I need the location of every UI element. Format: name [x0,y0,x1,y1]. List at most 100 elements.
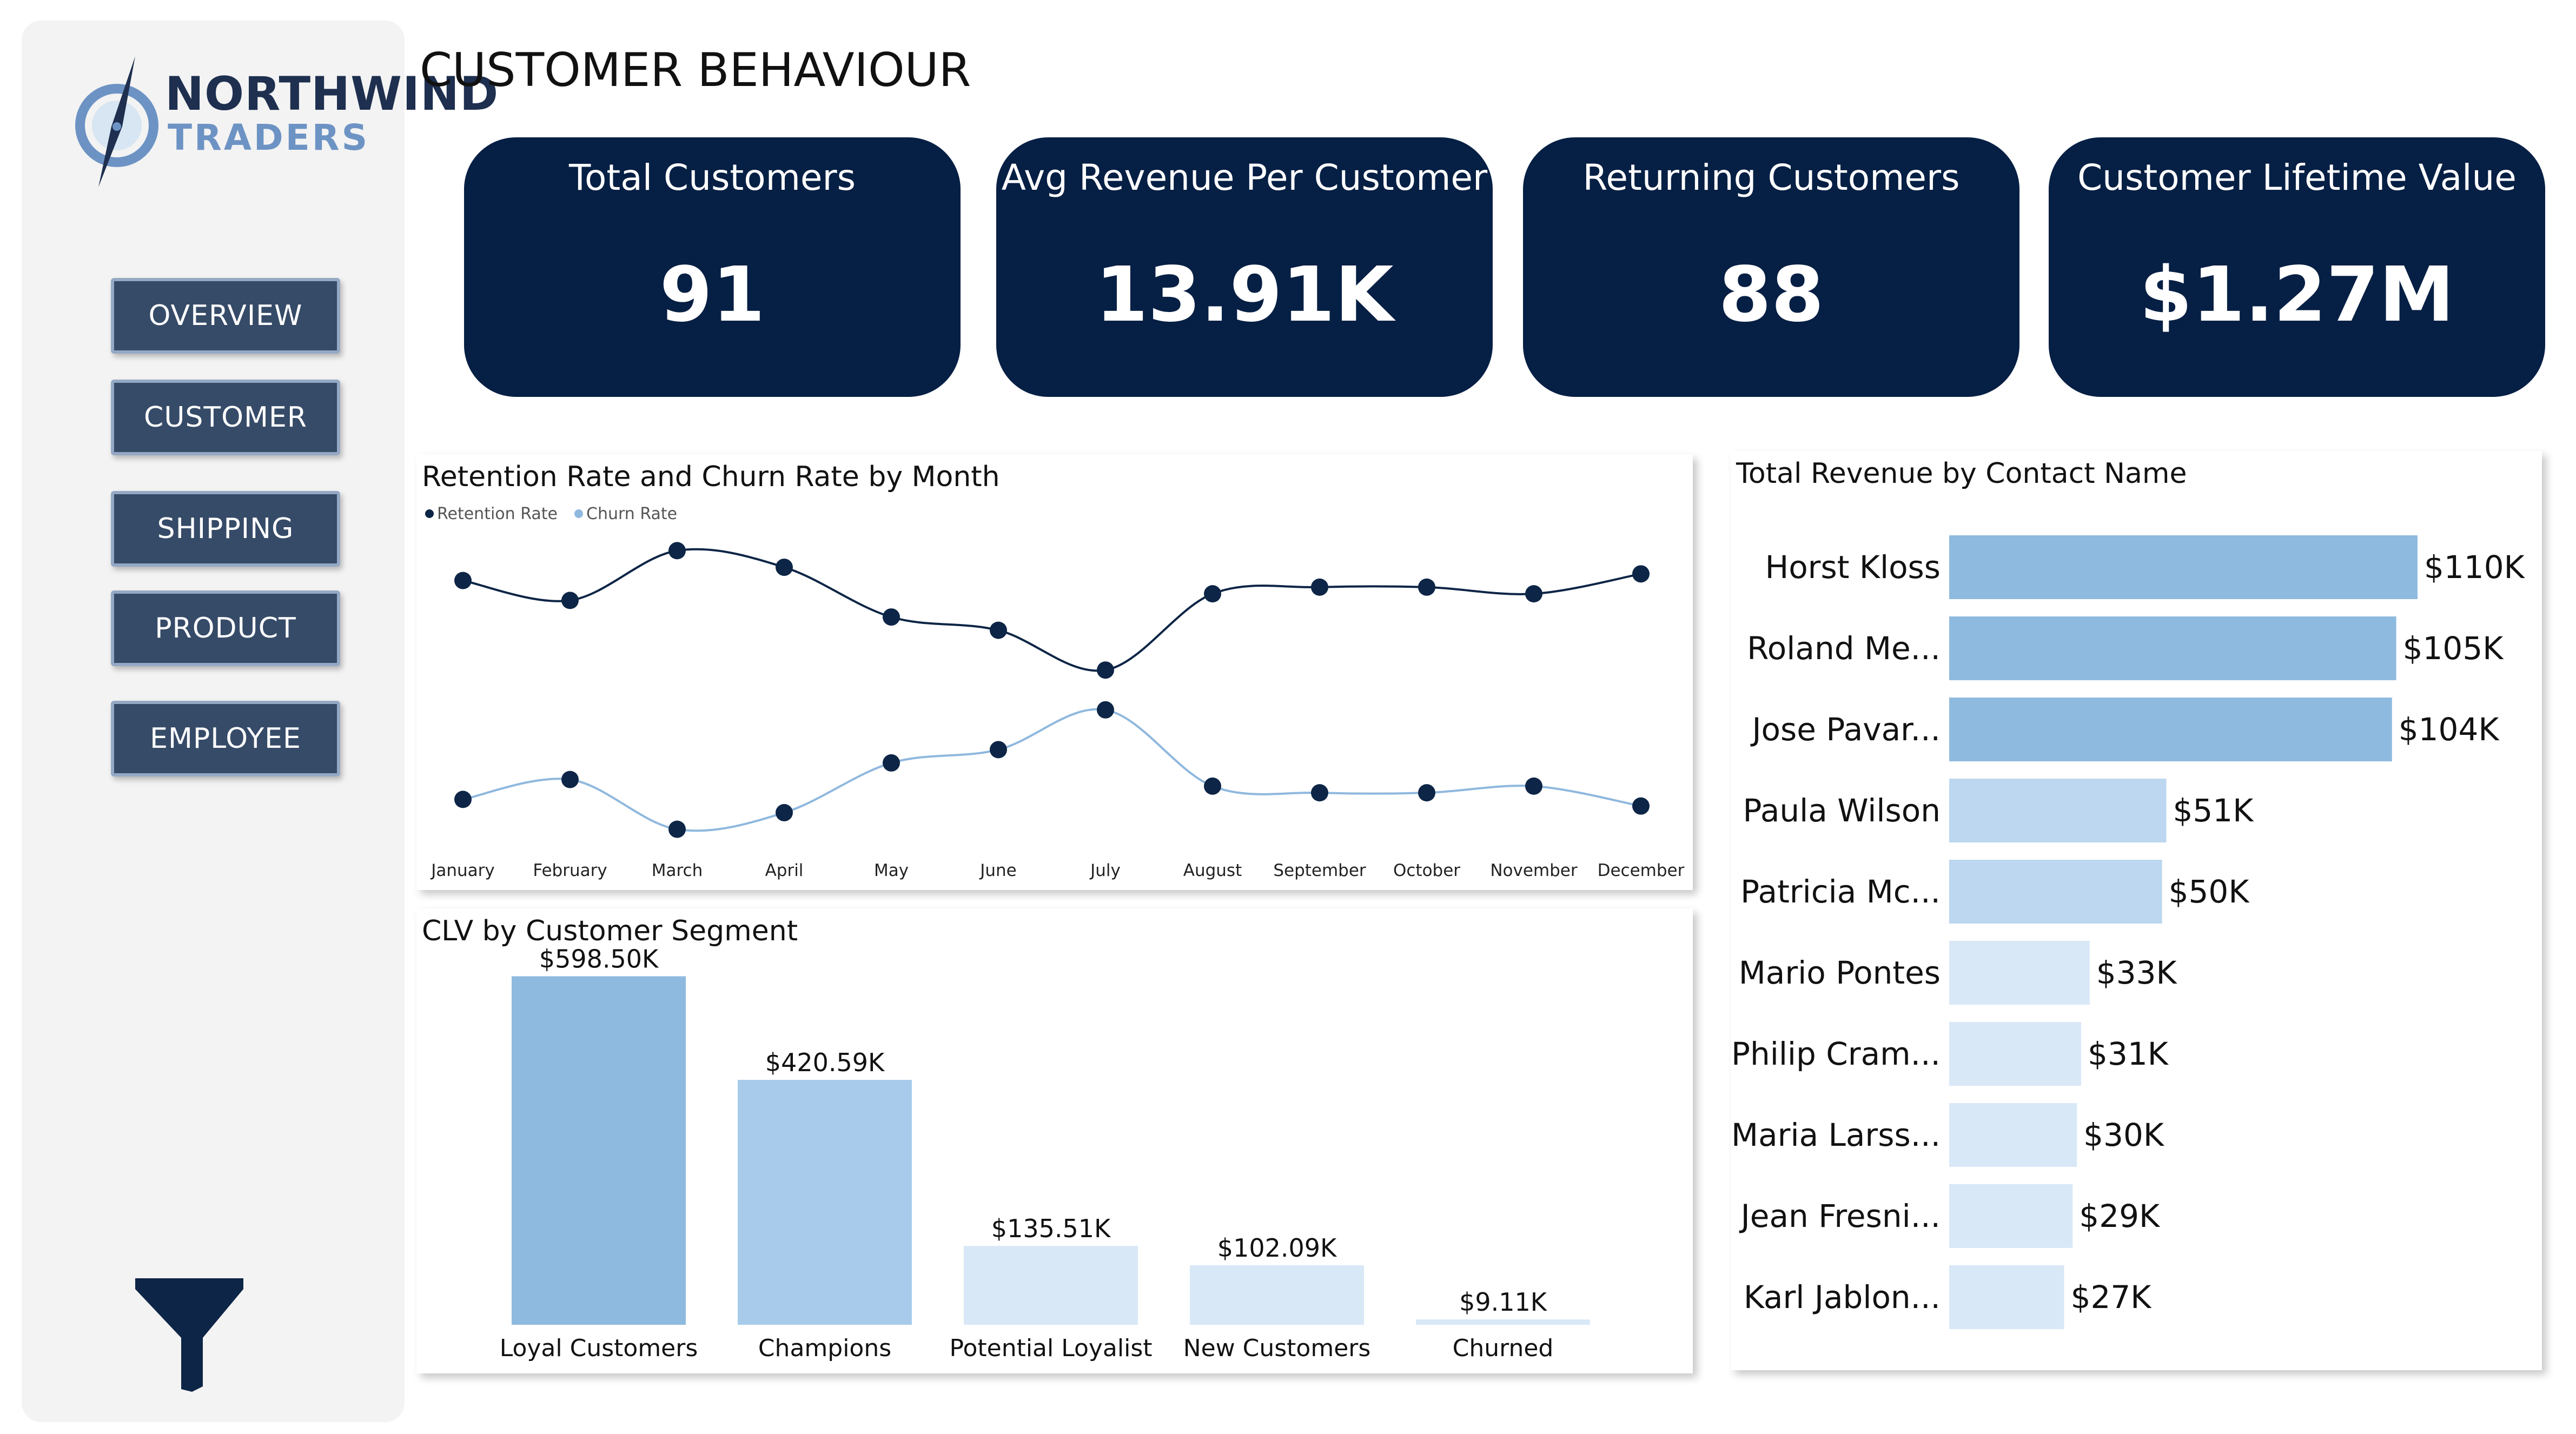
category-label: Roland Me... [1747,630,1941,667]
x-tick-label: New Customers [1183,1335,1371,1362]
sidebar: NORTHWIND TRADERS OVERVIEW CUSTOMER SHIP… [22,21,498,1422]
kpi-card-returning-customers: Returning Customers 88 [1523,137,2019,397]
data-label: $33K [2096,954,2178,991]
data-point [1097,701,1114,719]
nav-product-button[interactable]: PRODUCT [111,590,340,666]
bar [1949,535,2418,599]
bar [1949,698,2392,761]
data-label: $104K [2399,711,2500,748]
bar [1949,941,2090,1005]
kpi-card-customer-lifetime-value: Customer Lifetime Value $1.27M [2049,137,2545,397]
revenue-by-contact-bar-chart: Horst Kloss $110K Roland Me... $105K Jose Pa… [1731,535,2526,1329]
kpi-label: Avg Revenue Per Customer [1001,157,1488,198]
data-point [1632,565,1650,583]
x-tick-label: May [874,861,909,880]
kpi-card-total-customers: Total Customers 91 [464,137,961,397]
bar [1949,779,2167,842]
x-tick-label: Champions [758,1335,891,1362]
data-label: $27K [2071,1279,2153,1316]
category-label: Karl Jablon... [1744,1279,1941,1316]
x-tick-label: November [1490,861,1578,880]
data-point [454,791,472,808]
category-label: Jose Pavar... [1750,711,1941,748]
series-line-retention [462,548,1641,672]
nav-shipping-button[interactable]: SHIPPING [111,491,340,567]
page-title: CUSTOMER BEHAVIOUR [420,43,971,97]
category-label: Jean Fresni... [1739,1198,1941,1234]
data-label: $29K [2079,1198,2161,1234]
data-label: $102.09K [1217,1233,1337,1263]
category-label: Mario Pontes [1739,954,1941,991]
data-point [1525,585,1542,603]
data-point [1204,585,1221,603]
data-point [883,754,900,772]
chart-title: Total Revenue by Contact Name [1736,457,2187,490]
bar [964,1246,1138,1325]
data-point [1418,578,1435,596]
data-point [1097,661,1114,679]
chart-title: Retention Rate and Churn Rate by Month [422,461,1000,493]
data-label: $110K [2424,549,2526,586]
x-tick-label: October [1393,861,1460,880]
data-label: $598.50K [539,944,659,973]
kpi-value: 13.91K [1095,251,1394,339]
bar [1949,1184,2073,1248]
data-label: $420.59K [765,1048,885,1077]
kpi-value: 88 [1718,251,1824,339]
data-label: $51K [2173,792,2255,829]
x-tick-label: December [1598,861,1685,880]
data-label: $105K [2403,630,2505,667]
legend-label: Retention Rate [437,504,558,523]
bar [1190,1265,1364,1325]
bar [1949,1265,2064,1329]
data-point [1418,784,1435,802]
category-label: Patricia Mc... [1740,873,1941,910]
data-point [561,592,579,609]
nav-overview-button[interactable]: OVERVIEW [111,278,340,354]
kpi-label: Returning Customers [1582,157,1960,198]
data-point [1632,797,1650,815]
data-point [668,542,686,560]
kpi-label: Total Customers [568,157,856,198]
brand-name: NORTHWIND [165,67,499,121]
bar [1949,1022,2082,1086]
category-label: Maria Larss... [1731,1117,1941,1153]
data-point [776,559,793,576]
legend-label: Churn Rate [586,504,677,523]
legend-marker [425,509,434,518]
clv-segment-bar-chart: $598.50K Loyal Customers $420.59K Champions… [500,944,1590,1362]
x-tick-label: Potential Loyalist [949,1335,1152,1362]
x-tick-label: Churned [1453,1335,1554,1362]
category-label: Philip Cram... [1731,1035,1941,1072]
clv-segment-chart-panel: CLV by Customer Segment $598.50K Loyal Cu… [416,908,1693,1373]
bar [1949,616,2396,680]
bar [1949,1103,2077,1167]
data-label: $9.11K [1459,1287,1548,1317]
x-tick-label: September [1273,861,1366,880]
x-tick-label: July [1089,861,1121,880]
data-point [883,608,900,626]
data-point [668,820,686,838]
bar [512,976,686,1325]
data-point [1311,784,1328,802]
data-label: $30K [2083,1117,2165,1153]
chart-title: CLV by Customer Segment [422,915,798,947]
legend-marker [574,509,583,518]
category-label: Horst Kloss [1765,549,1941,586]
x-tick-label: March [652,861,703,880]
nav-employee-button[interactable]: EMPLOYEE [111,701,340,776]
data-point [1311,578,1328,596]
bar [1949,860,2162,924]
x-tick-label: Loyal Customers [500,1335,698,1362]
retention-churn-chart-panel: Retention Rate and Churn Rate by Month R… [416,454,1693,890]
data-point [776,804,793,821]
bar [1416,1319,1590,1325]
data-point [990,741,1007,759]
category-label: Paula Wilson [1743,792,1941,829]
filter-icon[interactable] [135,1278,243,1392]
kpi-value: $1.27M [2139,251,2455,339]
x-tick-label: April [765,861,804,880]
data-point [1204,777,1221,795]
nav-customer-button[interactable]: CUSTOMER [111,380,340,455]
bar [738,1080,912,1325]
